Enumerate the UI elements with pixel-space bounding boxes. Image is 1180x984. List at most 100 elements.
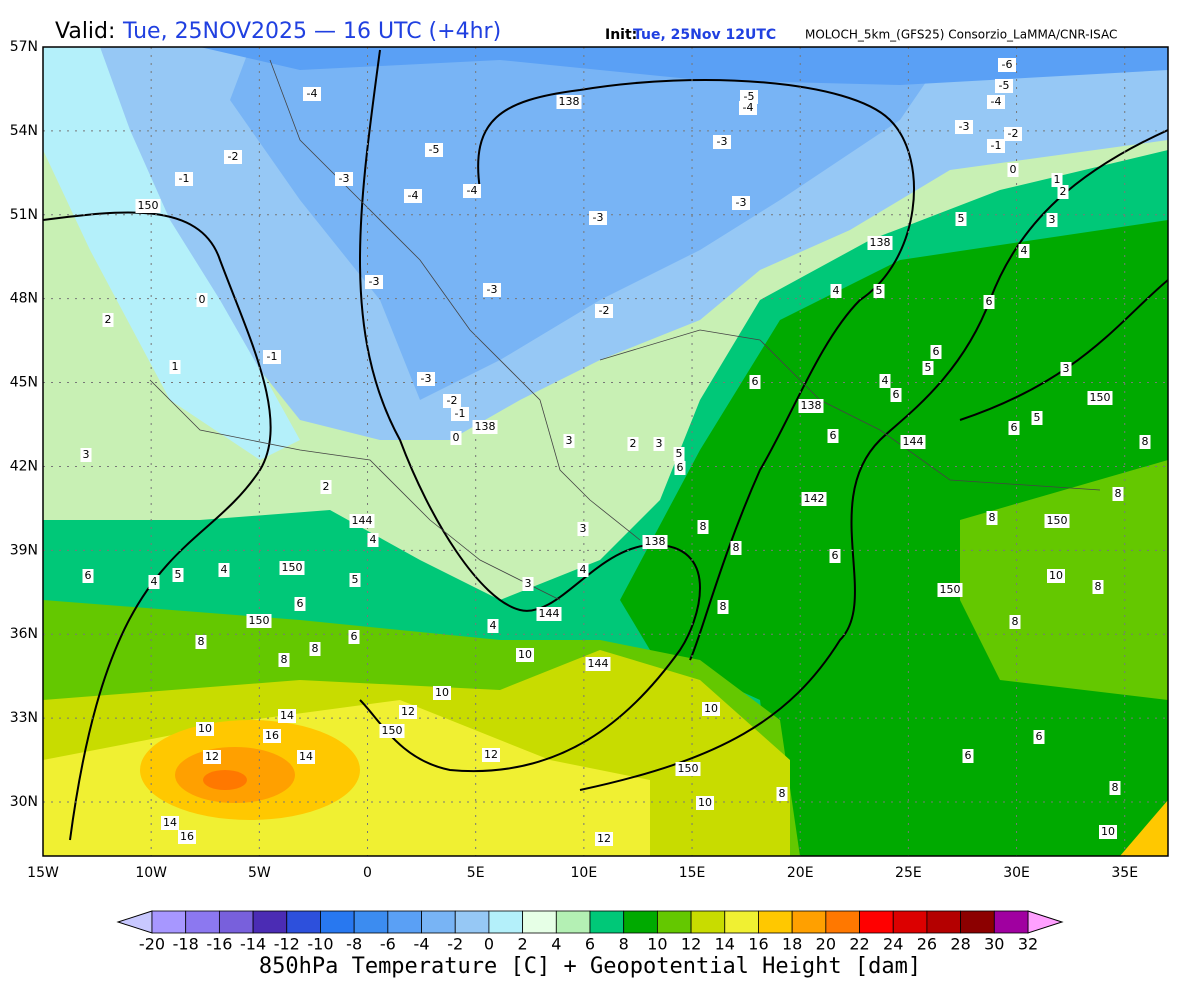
contour-label-bg (563, 434, 575, 448)
contour-label-bg (987, 139, 1005, 153)
contour-label: 3 (566, 434, 573, 447)
contour-label-bg (986, 511, 998, 525)
lat-tick-label: 48N (10, 291, 38, 307)
colorbar-box (656, 910, 692, 934)
contour-label-bg (1031, 411, 1043, 425)
contour-label-bg (830, 284, 842, 298)
contour-label: 144 (352, 514, 373, 527)
contour-label-bg (589, 211, 607, 225)
lon-tick-label: 15E (679, 865, 706, 881)
contour-label: 16 (265, 729, 279, 742)
contour-label: -2 (447, 394, 458, 407)
colorbar-tick-label: -18 (173, 935, 199, 954)
contour-label-bg (297, 750, 315, 764)
contour-label: 8 (779, 787, 786, 800)
colorbar-tick-label: -8 (346, 935, 362, 954)
colorbar-box (151, 910, 187, 934)
lon-tick-label: 0 (363, 865, 372, 881)
colorbar-box (993, 910, 1029, 934)
contour-label: 8 (1142, 435, 1149, 448)
contour-label: 8 (1115, 487, 1122, 500)
contour-label-bg (879, 374, 891, 388)
contour-label: 8 (1095, 580, 1102, 593)
contour-label: -2 (1008, 127, 1019, 140)
contour-label-bg (827, 429, 839, 443)
contour-label: 8 (989, 511, 996, 524)
contour-label: 0 (199, 293, 206, 306)
contour-label-bg (696, 796, 714, 810)
contour-label-bg (224, 150, 242, 164)
contour-label-bg (80, 448, 92, 462)
colorbar-tick-label: 18 (782, 935, 802, 954)
contour-label: -3 (736, 196, 747, 209)
contour-label: -3 (421, 372, 432, 385)
lon-tick-label: 35E (1111, 865, 1138, 881)
contour-label: 6 (85, 569, 92, 582)
contour-label: 6 (893, 388, 900, 401)
valid-label: Valid: (55, 19, 115, 44)
contour-label: -1 (267, 350, 278, 363)
contour-label-bg (487, 619, 499, 633)
contour-label: 8 (198, 635, 205, 648)
contour-label: 3 (1063, 362, 1070, 375)
lat-tick-label: 33N (10, 710, 38, 726)
contour-label-bg (1008, 421, 1020, 435)
contour-label: 5 (958, 212, 965, 225)
colorbar-tick-label: 32 (1018, 935, 1038, 954)
contour-label: 8 (733, 541, 740, 554)
contour-label: 5 (876, 284, 883, 297)
contour-label: 14 (163, 816, 177, 829)
lat-tick-label: 42N (10, 458, 38, 474)
colorbar-tick-label: 30 (984, 935, 1004, 954)
contour-label-bg (675, 762, 701, 776)
colorbar-box (791, 910, 827, 934)
colorbar-tick-label: 14 (715, 935, 735, 954)
contour-label: 2 (1060, 185, 1067, 198)
contour-label: 8 (281, 653, 288, 666)
contour-label: -1 (991, 139, 1002, 152)
contour-label: 5 (676, 447, 683, 460)
contour-label-bg (930, 345, 942, 359)
contour-label: 5 (1034, 411, 1041, 424)
contour-label-bg (1112, 487, 1124, 501)
colorbar-tick-label: -20 (139, 935, 165, 954)
lon-tick-label: 10E (571, 865, 598, 881)
contour-label-bg (516, 648, 534, 662)
contour-label-bg (749, 375, 761, 389)
contour-label-bg (1044, 514, 1070, 528)
colorbar-box (320, 910, 355, 934)
contour-label-bg (1057, 185, 1069, 199)
init-label: Init: (605, 27, 637, 43)
contour-label-bg (203, 750, 221, 764)
contour-label-bg (1047, 569, 1065, 583)
lat-tick-label: 39N (10, 542, 38, 558)
contour-label: 12 (205, 750, 219, 763)
contour-label: 8 (720, 600, 727, 613)
contour-label: 144 (539, 607, 560, 620)
colorbar-tick-label: -10 (307, 935, 333, 954)
contour-label: -5 (744, 90, 755, 103)
contour-label-bg (697, 520, 709, 534)
contour-label: 6 (752, 375, 759, 388)
contour-label-bg (577, 563, 589, 577)
colorbar-tick-label: 16 (748, 935, 768, 954)
colorbar-tick-label: -4 (414, 935, 430, 954)
contour-label: 150 (1090, 391, 1111, 404)
contour-label: -3 (717, 135, 728, 148)
contour-label-bg (195, 635, 207, 649)
contour-label-bg (1087, 391, 1113, 405)
contour-label-bg (451, 407, 469, 421)
contour-label: 5 (925, 361, 932, 374)
contour-label: -6 (1002, 58, 1013, 71)
contour-label-bg (482, 748, 500, 762)
contour-label-bg (425, 143, 443, 157)
contour-label: 12 (484, 748, 498, 761)
contour-label: -3 (369, 275, 380, 288)
contour-label: 2 (323, 480, 330, 493)
contour-label-bg (595, 304, 613, 318)
contour-label: 10 (698, 796, 712, 809)
contour-label-bg (1051, 173, 1063, 187)
contour-label-bg (730, 541, 742, 555)
contour-label-bg (595, 832, 613, 846)
